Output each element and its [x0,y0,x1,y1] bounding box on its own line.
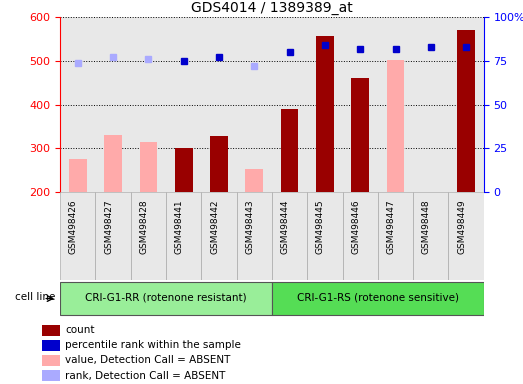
Text: GSM498428: GSM498428 [140,199,149,254]
Text: GSM498449: GSM498449 [457,199,466,254]
Bar [316,36,334,192]
Bar [166,17,201,192]
Bar [281,109,299,192]
Bar [378,192,413,280]
Bar [42,355,60,366]
Text: GSM498441: GSM498441 [175,199,184,254]
Bar [378,17,413,192]
Bar [42,340,60,351]
Title: GDS4014 / 1389389_at: GDS4014 / 1389389_at [191,1,353,15]
Text: rank, Detection Call = ABSENT: rank, Detection Call = ABSENT [65,371,226,381]
Text: GSM498426: GSM498426 [69,199,78,254]
Bar [449,192,484,280]
Text: CRI-G1-RS (rotenone sensitive): CRI-G1-RS (rotenone sensitive) [297,293,459,303]
Bar [272,282,484,315]
Bar [95,17,131,192]
Text: GSM498446: GSM498446 [351,199,360,254]
Bar [131,17,166,192]
Bar [201,17,236,192]
Bar [60,17,95,192]
Bar [42,370,60,381]
Bar [175,148,192,192]
Bar [307,17,343,192]
Bar [236,192,272,280]
Bar [140,142,157,192]
Bar [236,17,272,192]
Text: CRI-G1-RR (rotenone resistant): CRI-G1-RR (rotenone resistant) [85,293,247,303]
Bar [60,192,95,280]
Text: percentile rank within the sample: percentile rank within the sample [65,341,241,351]
Bar [307,192,343,280]
Bar [343,17,378,192]
Bar [413,192,449,280]
Bar [272,17,308,192]
Bar [42,325,60,336]
Bar [351,78,369,192]
Bar [449,17,484,192]
Bar [60,282,272,315]
Text: GSM498427: GSM498427 [104,199,113,254]
Bar [104,135,122,192]
Text: GSM498442: GSM498442 [210,199,219,253]
Bar [69,159,87,192]
Bar [166,192,201,280]
Bar [386,60,404,192]
Bar [210,136,228,192]
Text: GSM498443: GSM498443 [245,199,254,254]
Bar [413,17,449,192]
Bar [131,192,166,280]
Bar [272,192,308,280]
Bar [245,169,263,192]
Text: cell line: cell line [15,292,55,302]
Text: value, Detection Call = ABSENT: value, Detection Call = ABSENT [65,356,231,366]
Text: GSM498445: GSM498445 [316,199,325,254]
Bar [343,192,378,280]
Bar [95,192,131,280]
Bar [201,192,236,280]
Bar [457,30,475,192]
Text: count: count [65,326,95,336]
Text: GSM498444: GSM498444 [281,199,290,253]
Text: GSM498448: GSM498448 [422,199,431,254]
Text: GSM498447: GSM498447 [386,199,395,254]
